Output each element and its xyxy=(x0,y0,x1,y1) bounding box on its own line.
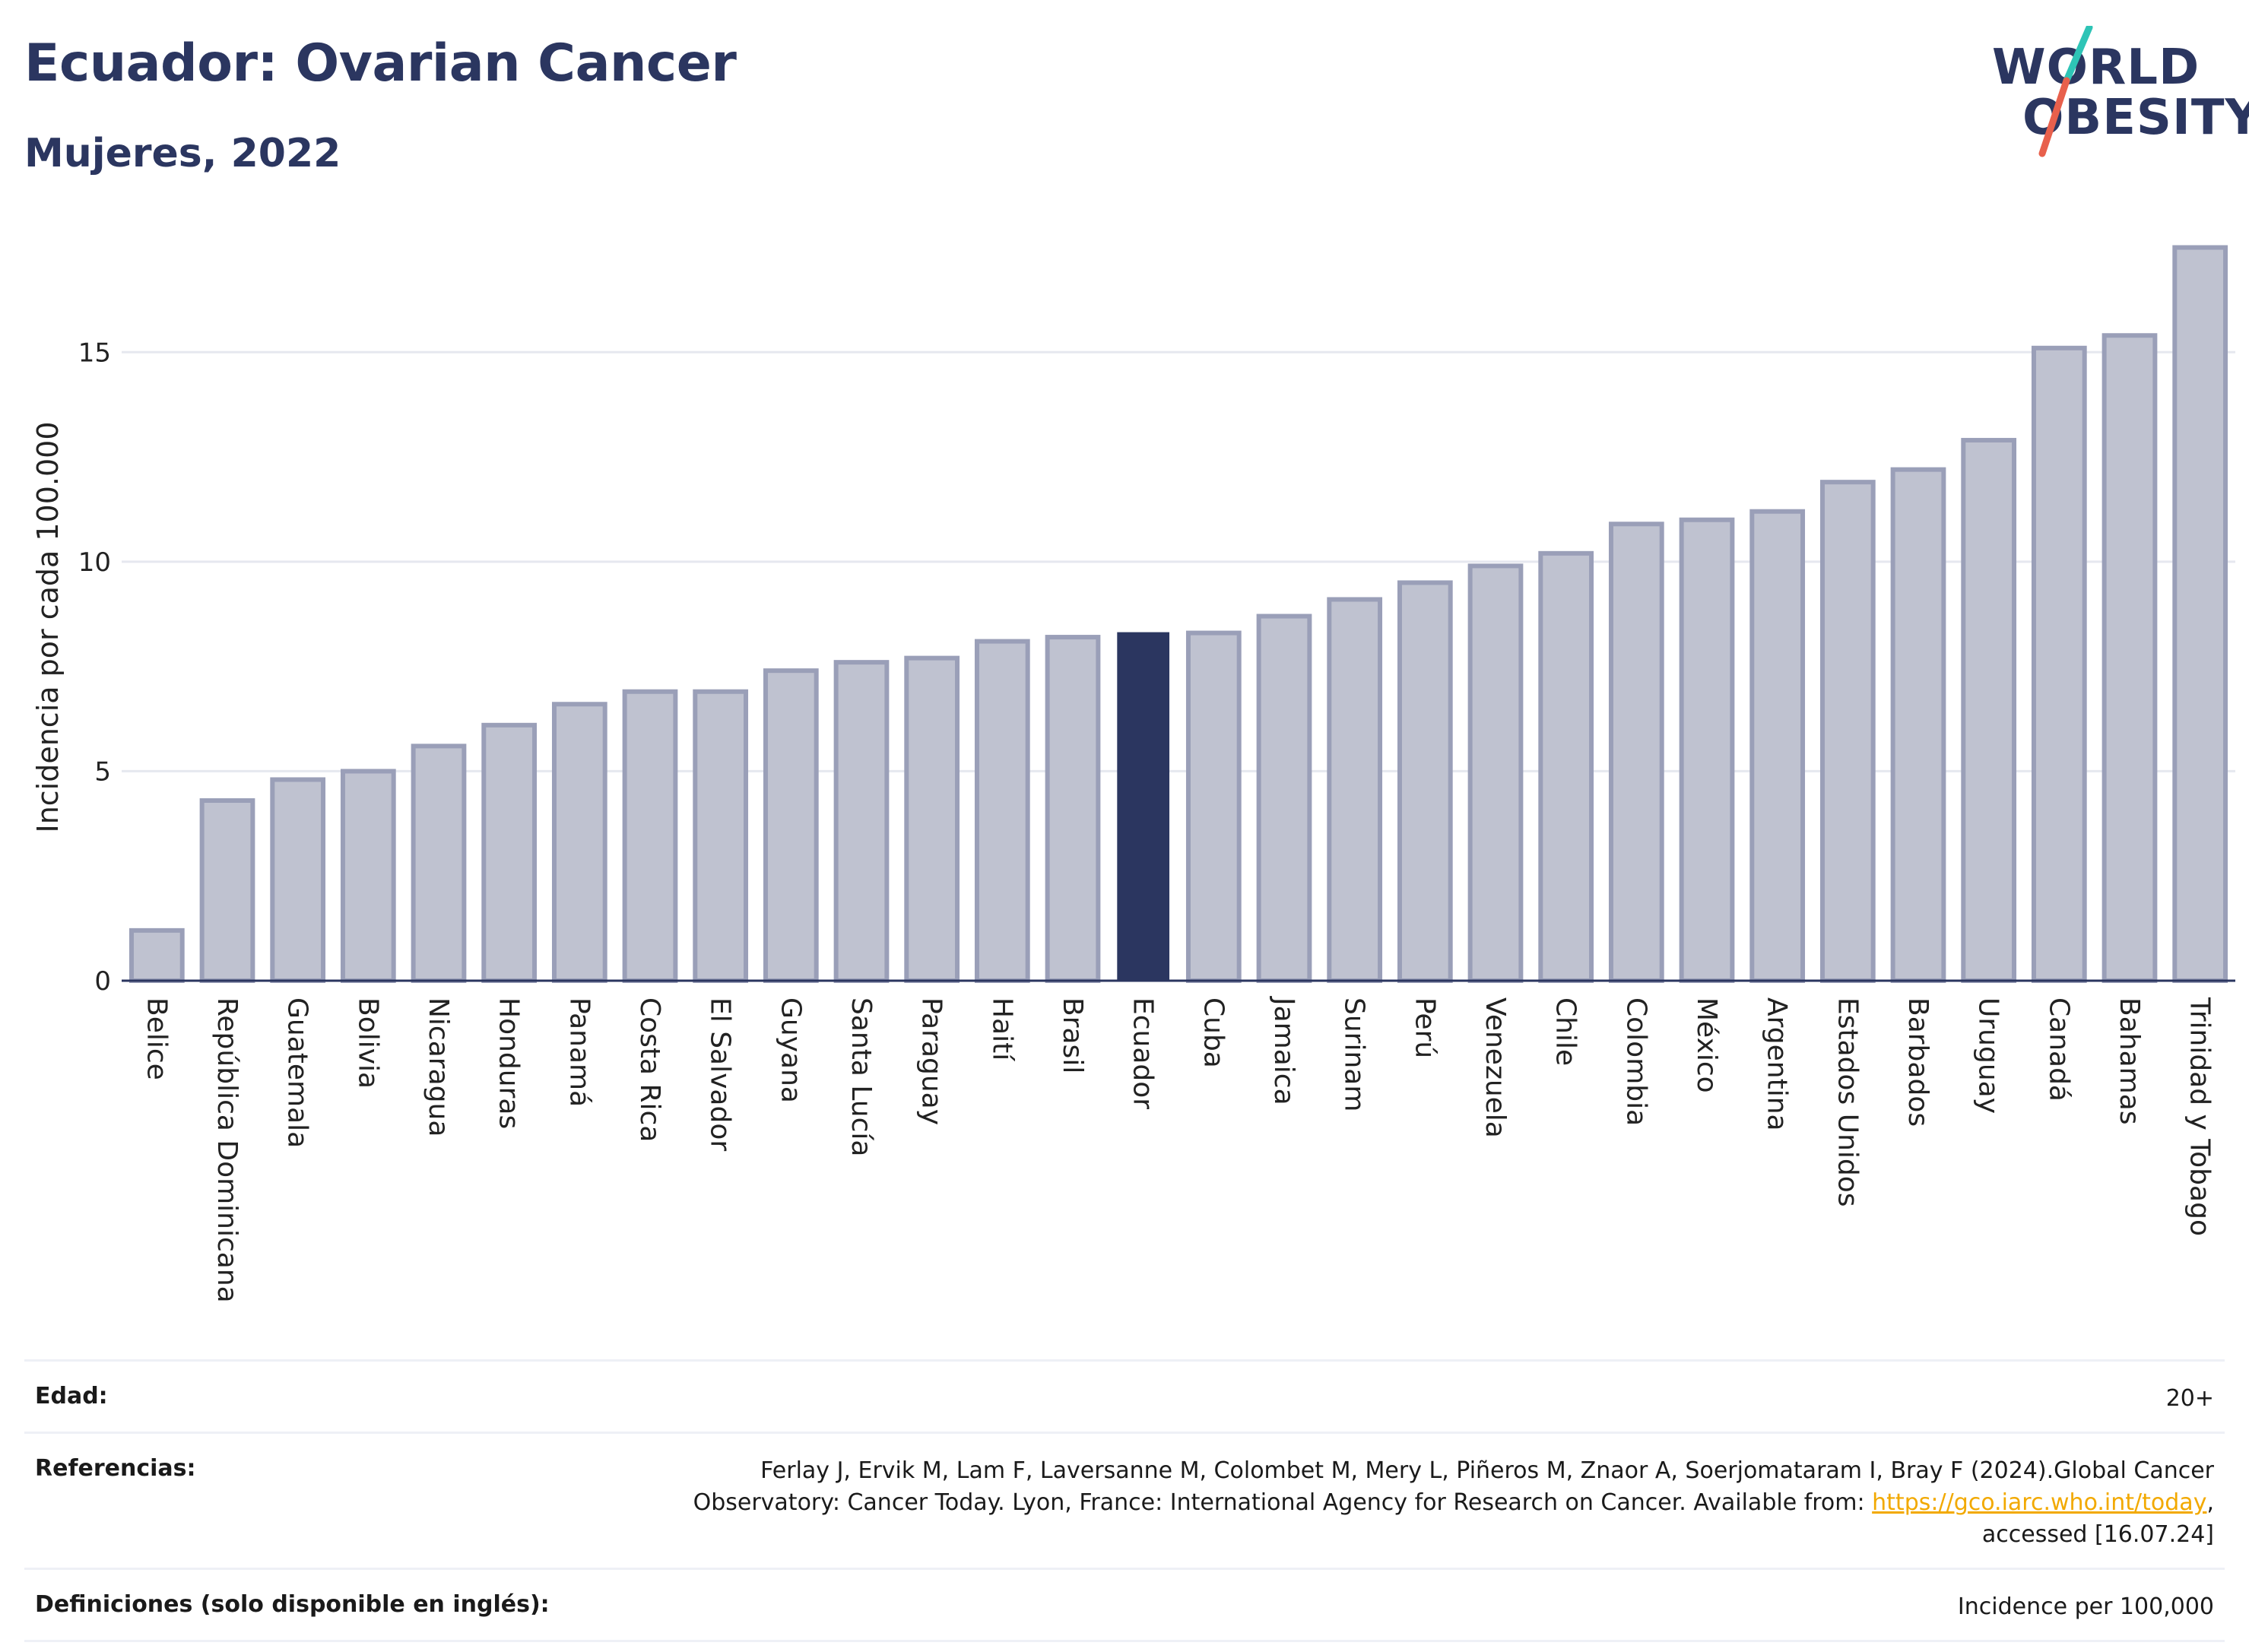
y-tick-label: 0 xyxy=(94,966,111,997)
info-row-definitions: Definiciones (solo disponible en inglés)… xyxy=(24,1568,2225,1642)
references-line2-text: Observatory: Cancer Today. Lyon, France:… xyxy=(693,1489,1873,1516)
x-tick-label: Brasil xyxy=(1057,997,1088,1073)
bar xyxy=(2101,333,2158,983)
bar xyxy=(622,689,678,983)
info-row-age: Edad: 20+ xyxy=(24,1359,2225,1432)
x-tick-label: República Dominicana xyxy=(211,997,243,1303)
bar xyxy=(128,927,185,984)
age-label: Edad: xyxy=(35,1383,108,1409)
bar-highlight xyxy=(1117,632,1170,981)
x-tick-label: Guyana xyxy=(775,997,806,1103)
x-tick-label: Panamá xyxy=(563,997,595,1107)
bar xyxy=(833,660,890,983)
bar xyxy=(1538,550,1594,983)
bar xyxy=(551,702,607,983)
bar xyxy=(199,798,255,983)
bar-chart: 0 5 10 15 Incidencia por cada 100.000 Belice R… xyxy=(31,245,2235,1303)
x-tick-label: Haití xyxy=(986,997,1017,1061)
bar xyxy=(904,655,960,983)
x-tick-label: Cuba xyxy=(1197,997,1229,1068)
bar xyxy=(693,689,749,983)
world-obesity-logo: WORLD OBESITY xyxy=(1977,26,2249,163)
bar xyxy=(763,668,819,984)
info-table: Edad: 20+ Referencias: Ferlay J, Ervik M… xyxy=(24,1359,2225,1642)
x-tick-label: Bahamas xyxy=(2114,997,2145,1125)
bar xyxy=(1045,635,1101,983)
bar xyxy=(1327,597,1383,983)
references-link[interactable]: https://gco.iarc.who.int/today xyxy=(1872,1489,2207,1516)
x-tick-label: Ecuador xyxy=(1128,997,1159,1109)
x-tick-label: Nicaragua xyxy=(423,997,454,1137)
definitions-label: Definiciones (solo disponible en inglés)… xyxy=(35,1591,550,1618)
bar xyxy=(1185,630,1242,983)
x-tick-label: Venezuela xyxy=(1480,997,1511,1138)
chart-subtitle: Mujeres, 2022 xyxy=(24,131,341,176)
bar xyxy=(1679,517,1735,983)
y-tick-label: 10 xyxy=(78,547,111,578)
bar xyxy=(1256,614,1312,983)
bar xyxy=(2172,245,2228,983)
x-tick-label: Chile xyxy=(1550,997,1581,1066)
definitions-value: Incidence per 100,000 xyxy=(1957,1593,2214,1620)
age-value: 20+ xyxy=(2165,1385,2214,1412)
bar xyxy=(974,639,1030,983)
x-tick-label: Uruguay xyxy=(1973,997,2004,1114)
x-tick-label: Argentina xyxy=(1762,997,1793,1131)
x-tick-label: Estados Unidos xyxy=(1832,997,1863,1207)
x-tick-label: Barbados xyxy=(1902,997,1933,1127)
logo-slash-icon xyxy=(2038,26,2093,157)
x-tick-label: Paraguay xyxy=(916,997,947,1125)
x-tick-label: Santa Lucía xyxy=(845,997,877,1156)
bar xyxy=(1608,522,1664,983)
x-tick-label: Jamaica xyxy=(1268,996,1299,1105)
references-value: Ferlay J, Ervik M, Lam F, Laversanne M, … xyxy=(693,1455,2214,1551)
x-tick-label: Canadá xyxy=(2043,997,2074,1102)
x-tick-label: Trinidad y Tobago xyxy=(2184,997,2216,1236)
x-tick-label: Surinam xyxy=(1339,997,1370,1111)
bar xyxy=(270,777,326,984)
y-tick-label: 15 xyxy=(78,338,111,368)
bar xyxy=(411,744,467,983)
x-tick-label: El Salvador xyxy=(705,997,736,1151)
x-tick-label: Colombia xyxy=(1620,997,1651,1126)
x-tick-label: Bolivia xyxy=(352,997,383,1089)
logo-line1: WORLD xyxy=(1992,40,2200,96)
x-tick-label: Perú xyxy=(1409,997,1440,1058)
x-tick-label: Honduras xyxy=(493,997,525,1129)
info-row-references: Referencias: Ferlay J, Ervik M, Lam F, L… xyxy=(24,1432,2225,1568)
references-line2: Observatory: Cancer Today. Lyon, France:… xyxy=(693,1487,2214,1519)
y-tick-label: 5 xyxy=(94,756,111,787)
references-line1: Ferlay J, Ervik M, Lam F, Laversanne M, … xyxy=(760,1457,2214,1484)
x-tick-label: Belice xyxy=(141,997,172,1080)
references-line3: accessed [16.07.24] xyxy=(1981,1521,2214,1548)
chart-title: Ecuador: Ovarian Cancer xyxy=(24,33,737,94)
bar xyxy=(1819,480,1876,983)
bar xyxy=(2031,345,2087,983)
bar xyxy=(1890,467,1946,983)
bar xyxy=(340,769,396,983)
x-tick-label: Guatemala xyxy=(282,997,313,1148)
bar xyxy=(1961,438,2017,983)
bar xyxy=(1467,563,1524,983)
x-tick-label: México xyxy=(1691,997,1722,1093)
bar xyxy=(1749,509,1806,983)
bar xyxy=(481,722,538,983)
x-tick-label: Costa Rica xyxy=(634,997,665,1142)
y-axis-label: Incidencia por cada 100.000 xyxy=(31,421,65,832)
references-label: Referencias: xyxy=(35,1455,196,1482)
references-line2-comma: , xyxy=(2206,1489,2214,1516)
bar xyxy=(1397,580,1453,983)
